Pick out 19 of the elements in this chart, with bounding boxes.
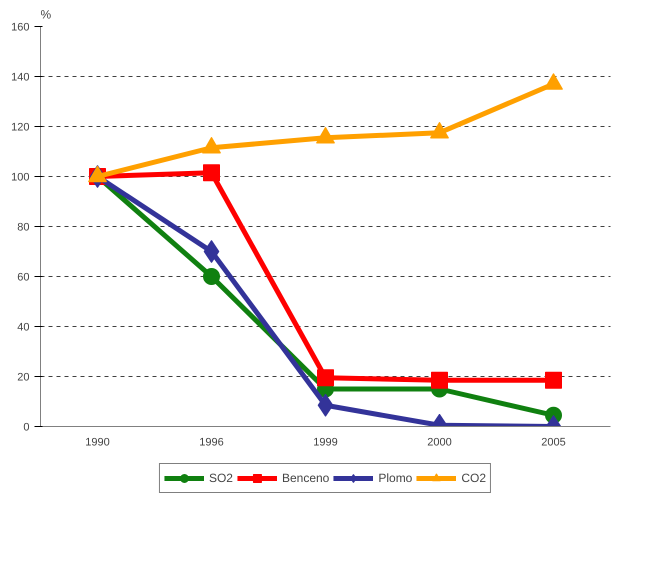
legend-label: Benceno — [282, 471, 330, 485]
y-tick-label: 0 — [23, 422, 30, 434]
y-tick-label: 60 — [17, 272, 30, 284]
y-tick-label: 20 — [17, 372, 30, 384]
x-tick-label: 1996 — [199, 436, 224, 448]
legend-label: CO2 — [461, 471, 486, 485]
legend-label: SO2 — [208, 471, 233, 485]
y-tick-label: 140 — [11, 72, 30, 84]
x-tick-label: 1990 — [85, 436, 110, 448]
x-tick-label: 2005 — [541, 436, 566, 448]
y-axis-title: % — [40, 8, 52, 22]
y-tick-label: 120 — [11, 122, 30, 134]
y-tick-label: 40 — [17, 322, 30, 334]
x-tick-label: 1999 — [313, 436, 338, 448]
y-tick-label: 160 — [11, 22, 30, 34]
x-tick-label: 2000 — [427, 436, 452, 448]
legend-label: Plomo — [378, 471, 412, 485]
y-tick-label: 100 — [11, 172, 30, 184]
y-tick-label: 80 — [17, 222, 30, 234]
